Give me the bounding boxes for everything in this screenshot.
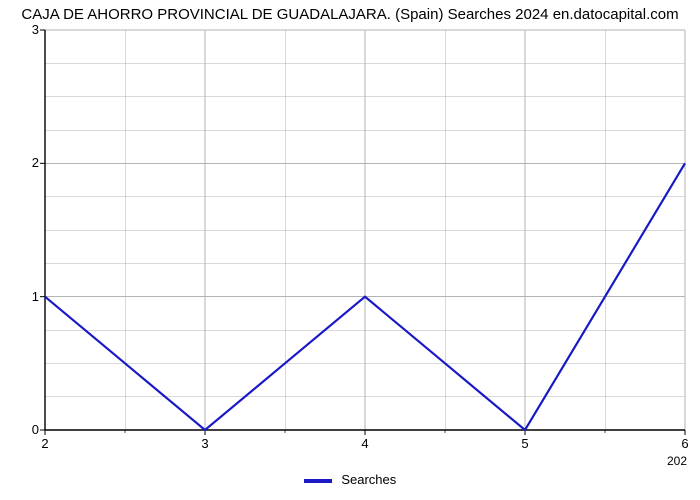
x-tick-label: 2 [35,436,55,451]
y-tick-label: 3 [21,22,39,37]
chart-legend: Searches [0,472,700,487]
y-tick-label: 0 [21,422,39,437]
chart-container: { "chart": { "type": "line", "title": "C… [0,0,700,500]
y-tick-label: 1 [21,289,39,304]
x-tick-label: 6 [675,436,695,451]
legend-label: Searches [341,472,396,487]
x-axis-corner-label: 202 [667,454,687,468]
legend-swatch [304,479,332,483]
y-tick-label: 2 [21,155,39,170]
x-tick-label: 5 [515,436,535,451]
line-chart [45,30,685,430]
x-tick-label: 3 [195,436,215,451]
x-tick-label: 4 [355,436,375,451]
chart-title: CAJA DE AHORRO PROVINCIAL DE GUADALAJARA… [0,6,700,23]
